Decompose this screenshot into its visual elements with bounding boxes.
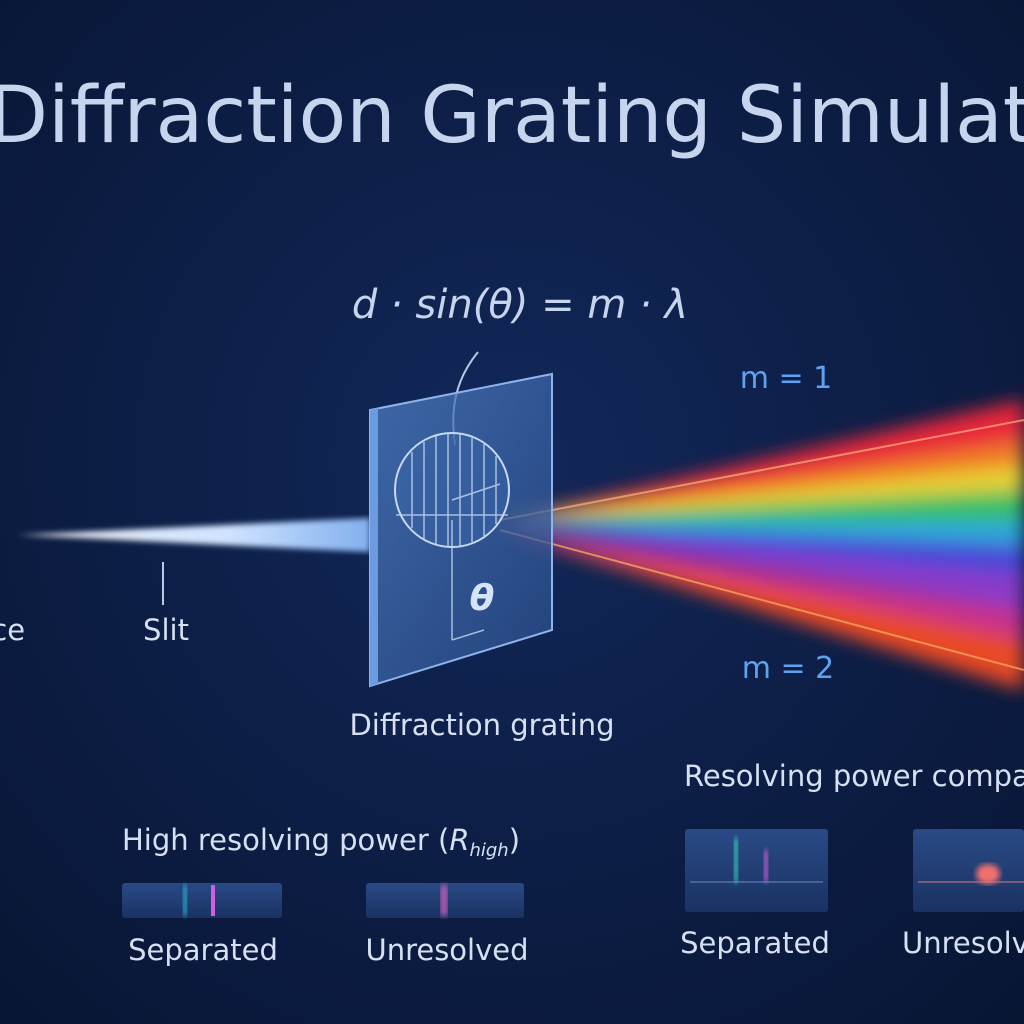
title-suffix: )	[509, 823, 520, 857]
title: Diffraction Grating Simulator	[0, 71, 1024, 161]
ray-top	[499, 419, 1024, 521]
slit-label: Slit	[143, 613, 189, 647]
subscript: high	[469, 840, 508, 861]
right-panel-title: Resolving power compari	[684, 759, 1024, 793]
item-label: Separated	[128, 933, 278, 967]
item-label: Separated	[680, 926, 830, 960]
theta-label: θ	[470, 578, 495, 619]
spectrum-strip	[122, 883, 282, 918]
order-2-label: m = 2	[742, 651, 835, 686]
spectrum-fan	[500, 400, 1024, 690]
symbol: R	[449, 823, 469, 857]
spectrum-panel	[685, 829, 828, 912]
ray-bottom	[499, 529, 1024, 671]
left-panel-title: High resolving power (Rhigh)	[122, 823, 520, 861]
peak	[734, 838, 738, 882]
grating-edge	[370, 408, 378, 686]
grating-label: Diffraction grating	[349, 708, 614, 742]
spectral-line	[441, 885, 447, 916]
equation: d · sin(θ) = m · λ	[352, 282, 688, 328]
grating-lines	[396, 434, 508, 641]
peak	[764, 850, 768, 882]
order-1-label: m = 1	[740, 361, 833, 396]
spectral-line	[211, 885, 215, 916]
peak	[976, 864, 1000, 884]
source-label: rce	[0, 613, 25, 647]
title-prefix: High resolving power (	[122, 823, 449, 857]
light-beam	[18, 518, 370, 552]
spectrum-panel	[913, 829, 1024, 912]
item-label: Unresolv	[902, 926, 1024, 960]
item-label: Unresolved	[365, 933, 528, 967]
spectral-line	[183, 885, 187, 916]
